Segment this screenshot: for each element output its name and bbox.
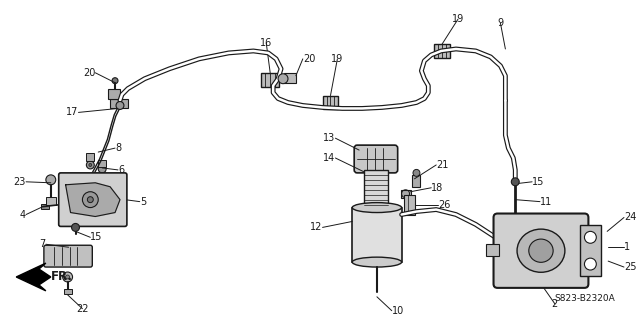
Circle shape <box>89 163 92 167</box>
Ellipse shape <box>352 257 402 267</box>
Circle shape <box>63 272 72 282</box>
Circle shape <box>72 223 79 231</box>
Circle shape <box>584 258 596 270</box>
FancyBboxPatch shape <box>354 145 397 173</box>
Text: 11: 11 <box>540 197 552 207</box>
Text: 20: 20 <box>83 68 95 78</box>
Bar <box>98 160 106 167</box>
Bar <box>110 99 128 108</box>
Bar <box>284 73 296 83</box>
Circle shape <box>83 192 98 208</box>
FancyBboxPatch shape <box>493 213 588 288</box>
Bar <box>86 153 94 161</box>
Circle shape <box>112 78 118 84</box>
Text: 15: 15 <box>90 232 102 242</box>
Bar <box>261 73 279 87</box>
Bar <box>108 89 120 99</box>
Bar <box>41 204 49 209</box>
Ellipse shape <box>352 203 402 212</box>
Circle shape <box>66 275 70 279</box>
FancyBboxPatch shape <box>44 245 92 267</box>
Text: 10: 10 <box>392 306 404 316</box>
Text: 19: 19 <box>452 14 464 24</box>
Circle shape <box>116 101 124 109</box>
Polygon shape <box>16 263 51 291</box>
Bar <box>352 208 402 262</box>
Text: 13: 13 <box>323 133 335 143</box>
Text: 23: 23 <box>13 177 26 187</box>
Circle shape <box>584 231 596 243</box>
Bar <box>579 226 601 276</box>
Text: 2: 2 <box>552 299 558 309</box>
Bar <box>63 289 72 294</box>
Ellipse shape <box>517 229 565 272</box>
Bar <box>434 44 450 58</box>
Bar <box>364 170 388 208</box>
Polygon shape <box>66 183 120 217</box>
Text: 7: 7 <box>40 239 46 249</box>
Text: 22: 22 <box>76 304 89 314</box>
Text: 4: 4 <box>20 210 26 219</box>
Circle shape <box>413 169 420 176</box>
Bar <box>401 190 410 198</box>
Text: 21: 21 <box>436 160 449 170</box>
Bar <box>46 197 56 204</box>
Ellipse shape <box>529 239 553 262</box>
Text: 20: 20 <box>303 54 315 64</box>
Text: 19: 19 <box>332 54 344 64</box>
Text: 18: 18 <box>431 183 444 193</box>
Bar <box>413 175 420 187</box>
Bar <box>323 96 339 109</box>
Text: 25: 25 <box>624 262 636 272</box>
Text: 17: 17 <box>66 108 79 117</box>
Text: 8: 8 <box>115 143 121 153</box>
Text: 16: 16 <box>260 38 273 48</box>
Text: S823-B2320A: S823-B2320A <box>555 294 616 303</box>
Text: 15: 15 <box>532 177 545 187</box>
Text: 12: 12 <box>310 222 323 233</box>
Circle shape <box>98 165 106 173</box>
Text: 6: 6 <box>118 165 124 175</box>
Circle shape <box>88 197 93 203</box>
Text: 9: 9 <box>497 18 504 28</box>
Text: 14: 14 <box>323 153 335 163</box>
FancyBboxPatch shape <box>59 173 127 226</box>
Text: 26: 26 <box>438 200 451 210</box>
Circle shape <box>278 74 288 84</box>
Circle shape <box>511 178 519 186</box>
Text: 24: 24 <box>624 212 636 222</box>
Text: 3: 3 <box>555 262 561 272</box>
Text: 1: 1 <box>624 242 630 252</box>
Circle shape <box>86 161 94 169</box>
Text: 5: 5 <box>140 197 146 207</box>
Bar <box>404 195 415 214</box>
Bar <box>486 244 499 256</box>
Text: FR.: FR. <box>51 271 73 284</box>
Circle shape <box>46 175 56 185</box>
